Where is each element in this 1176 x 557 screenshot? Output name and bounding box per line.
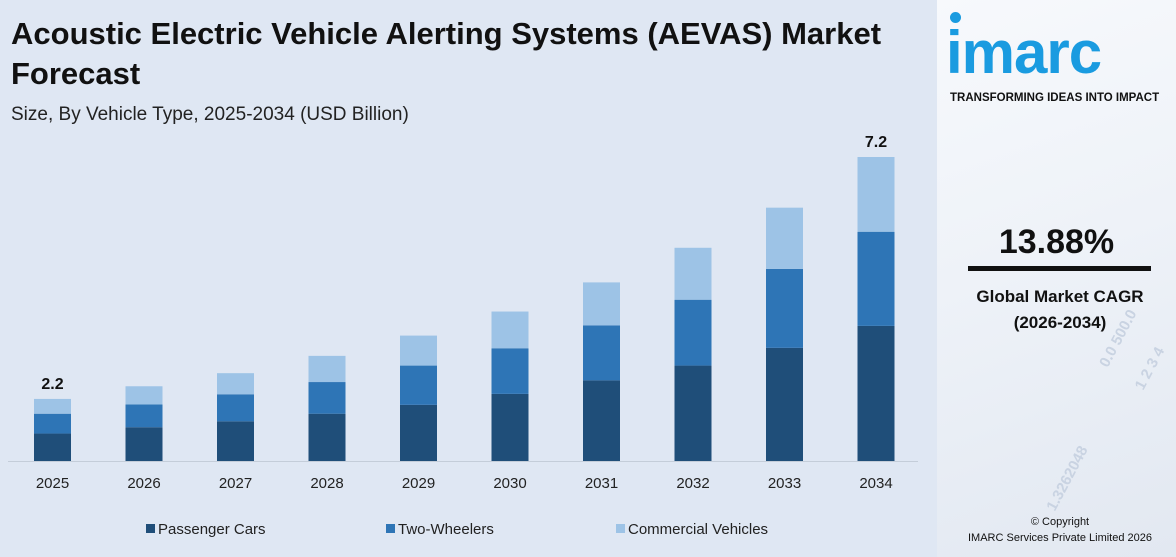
logo-tagline: TRANSFORMING IDEAS INTO IMPACT	[950, 92, 1160, 104]
x-tick-label-2029: 2029	[402, 475, 435, 492]
x-tick-label-2025: 2025	[36, 475, 69, 492]
bar-passenger-cars-2026	[125, 427, 163, 461]
data-label-2034: 7.2	[865, 134, 887, 151]
bar-passenger-cars-2030	[491, 393, 529, 461]
data-label-2025: 2.2	[41, 376, 63, 393]
decorative-background-text: 1 2 3 4	[1131, 344, 1169, 393]
bar-two-wheelers-2028	[308, 382, 346, 414]
stacked-bar-chart: 2025 2.2 2026 2027 2028 2029 2030 2031 2032 2033 2…	[8, 134, 918, 538]
bar-commercial-vehicles-2027	[217, 373, 254, 395]
bar-commercial-vehicles-2031	[583, 282, 620, 326]
copyright-line1: © Copyright	[1030, 516, 1090, 528]
legend-swatch-passenger-cars	[146, 524, 155, 533]
chart-panel: Acoustic Electric Vehicle Alerting Syste…	[8, 16, 918, 538]
chart-subtitle: Size, By Vehicle Type, 2025-2034 (USD Bi…	[11, 104, 409, 125]
bar-two-wheelers-2030	[491, 348, 529, 394]
copyright: © Copyright IMARC Services Private Limit…	[937, 514, 1176, 546]
bar-two-wheelers-2025	[34, 413, 71, 434]
bar-passenger-cars-2029	[400, 404, 437, 461]
x-tick-label-2026: 2026	[127, 475, 160, 492]
logo-dot	[950, 12, 961, 23]
bar-commercial-vehicles-2034	[857, 157, 895, 232]
cagr-label-line1: Global Market CAGR	[976, 287, 1144, 306]
copyright-line2: IMARC Services Private Limited 2026	[967, 532, 1152, 544]
bar-passenger-cars-2027	[217, 421, 254, 461]
x-tick-label-2028: 2028	[310, 475, 343, 492]
bar-commercial-vehicles-2029	[400, 335, 437, 366]
bar-commercial-vehicles-2028	[308, 355, 346, 383]
bar-commercial-vehicles-2026	[125, 386, 163, 405]
bar-two-wheelers-2031	[583, 325, 620, 381]
cagr-value: 13.88%	[998, 223, 1115, 261]
legend-label-passenger-cars: Passenger Cars	[158, 521, 266, 538]
bar-commercial-vehicles-2032	[674, 247, 712, 300]
bar-two-wheelers-2029	[400, 365, 437, 405]
x-tick-label-2027: 2027	[219, 475, 252, 492]
legend-label-two-wheelers: Two-Wheelers	[398, 521, 494, 538]
legend-swatch-commercial-vehicles	[616, 524, 625, 533]
bar-two-wheelers-2032	[674, 299, 712, 366]
legend-label-commercial-vehicles: Commercial Vehicles	[628, 521, 768, 538]
chart-title: Acoustic Electric Vehicle Alerting Syste…	[11, 16, 882, 91]
bar-passenger-cars-2028	[308, 413, 346, 461]
x-tick-label-2031: 2031	[585, 475, 618, 492]
bar-two-wheelers-2033	[766, 268, 803, 348]
bar-passenger-cars-2033	[766, 347, 803, 461]
bar-passenger-cars-2031	[583, 380, 620, 461]
x-tick-label-2033: 2033	[768, 475, 801, 492]
bar-two-wheelers-2027	[217, 394, 254, 422]
cagr-label: Global Market CAGR (2026-2034)	[937, 284, 1176, 336]
x-tick-label-2032: 2032	[676, 475, 709, 492]
bar-commercial-vehicles-2030	[491, 311, 529, 349]
decorative-background-text: 1.3262048	[1043, 443, 1092, 514]
bar-two-wheelers-2026	[125, 404, 163, 428]
bar-commercial-vehicles-2033	[766, 207, 803, 269]
bar-passenger-cars-2032	[674, 365, 712, 461]
bar-passenger-cars-2034	[857, 325, 895, 461]
bar-two-wheelers-2034	[857, 231, 895, 326]
x-tick-label-2030: 2030	[493, 475, 526, 492]
bar-passenger-cars-2025	[34, 433, 71, 461]
cagr-divider	[968, 266, 1151, 271]
bar-commercial-vehicles-2025	[34, 398, 71, 414]
x-tick-label-2034: 2034	[859, 475, 892, 492]
cagr-label-line2: (2026-2034)	[1013, 313, 1107, 332]
legend-swatch-two-wheelers	[386, 524, 395, 533]
imarc-logo: imarc	[946, 19, 1102, 86]
side-panel: 0.0 500.0 1 2 3 4 1.3262048 imarc TRANSF…	[937, 0, 1176, 557]
